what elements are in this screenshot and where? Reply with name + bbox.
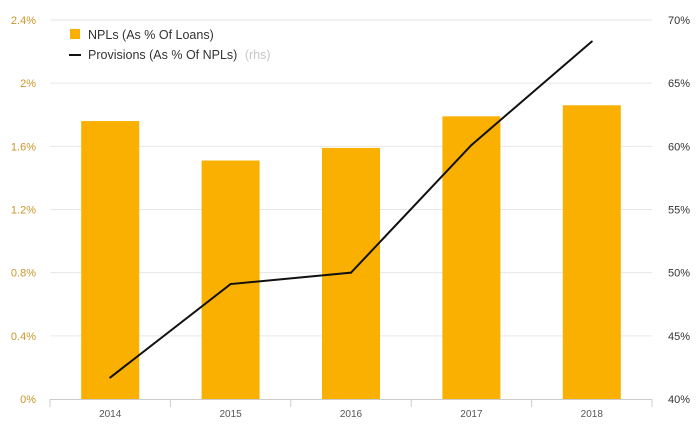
x-tick-label: 2017 — [460, 409, 483, 420]
y-axis-right: 40% 45% 50% 55% 60% 65% 70% — [668, 15, 690, 406]
line-point-2018 — [590, 40, 593, 43]
y-right-tick-label: 50% — [668, 268, 690, 280]
legend-bar-label: NPLs (As % Of Loans) — [88, 28, 214, 42]
line-point-2015 — [229, 283, 232, 286]
bar-2015 — [201, 160, 260, 399]
y-left-tick-label: 2.4% — [11, 15, 36, 27]
y-right-tick-label: 60% — [668, 141, 690, 153]
line-point-2016 — [350, 271, 352, 274]
line-point-2014 — [109, 376, 112, 379]
bar-2018 — [562, 105, 621, 400]
bar-2017 — [442, 116, 501, 400]
y-right-tick-label: 45% — [668, 331, 690, 343]
y-axis-left: 0% 0.4% 0.8% 1.2% 1.6% 2% 2.4% — [11, 15, 36, 406]
y-right-tick-label: 40% — [668, 394, 690, 406]
legend: NPLs (As % Of Loans) Provisions (As % Of… — [69, 28, 271, 62]
y-left-tick-label: 2% — [20, 78, 36, 90]
legend-line-label: Provisions (As % Of NPLs) (rhs) — [88, 48, 271, 62]
y-left-tick-label: 1.6% — [11, 141, 36, 153]
y-right-tick-label: 65% — [668, 78, 690, 90]
y-right-tick-label: 55% — [668, 205, 690, 217]
y-left-tick-label: 0.4% — [11, 331, 36, 343]
y-right-tick-label: 70% — [668, 15, 690, 27]
x-tick-label: 2016 — [340, 409, 363, 420]
legend-line-label-text: Provisions (As % Of NPLs) — [88, 48, 237, 62]
bar-series — [81, 105, 621, 400]
line-series — [109, 40, 593, 379]
y-left-tick-label: 0.8% — [11, 268, 36, 280]
legend-line-suffix: (rhs) — [245, 48, 271, 62]
x-tick-label: 2015 — [219, 409, 242, 420]
line-point-2017 — [470, 144, 473, 147]
y-left-tick-label: 0% — [20, 394, 36, 406]
x-tick-label: 2018 — [581, 409, 604, 420]
bar-2014 — [81, 121, 140, 400]
x-tick-label: 2014 — [99, 409, 122, 420]
legend-bar-swatch — [70, 29, 80, 39]
y-left-tick-label: 1.2% — [11, 205, 36, 217]
x-axis: 2014 2015 2016 2017 2018 — [49, 399, 653, 420]
